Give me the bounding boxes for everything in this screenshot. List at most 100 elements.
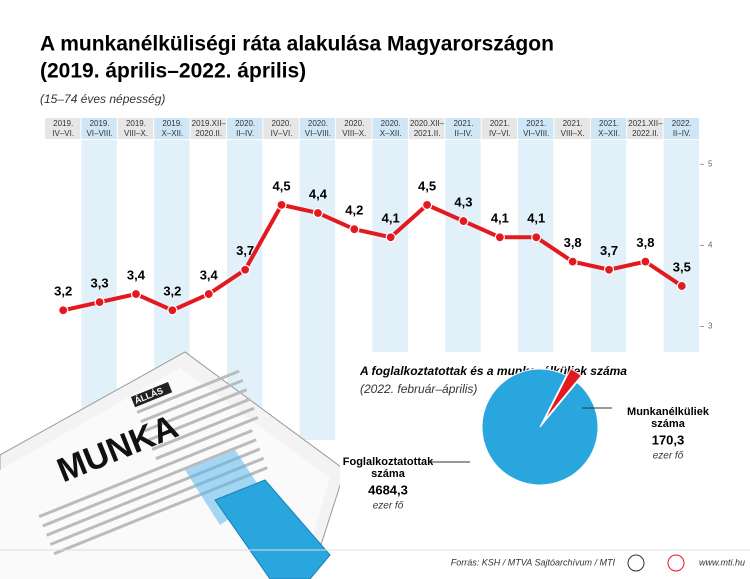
pie-subtitle: (2022. február–április) <box>360 382 477 396</box>
point <box>167 305 178 316</box>
y-tick-label: 4 <box>708 241 713 250</box>
logo <box>667 554 685 572</box>
header-cell <box>372 118 408 139</box>
header-cell <box>445 118 481 139</box>
y-tick-label: 5 <box>708 159 713 168</box>
x-tick-label: VIII–X. <box>342 129 366 138</box>
header-cell <box>481 118 518 139</box>
x-tick-label: 2020.II. <box>195 129 222 138</box>
title-2: (2019. április–2022. április) <box>40 60 306 83</box>
header-cell <box>81 118 117 139</box>
point <box>276 199 287 210</box>
column-band <box>299 140 336 440</box>
x-tick-label: VI–VIII. <box>523 129 549 138</box>
point <box>531 232 542 243</box>
point <box>58 305 69 316</box>
x-tick-label: 2020.XII– <box>410 119 445 128</box>
header-cell <box>408 118 445 139</box>
value-label: 4,2 <box>345 203 363 218</box>
x-tick-label: 2020. <box>344 119 364 128</box>
site: www.mti.hu <box>699 557 745 567</box>
point <box>203 288 214 300</box>
slice-name: Munkanélküliek <box>627 406 710 418</box>
x-tick-label: 2021. <box>563 119 583 128</box>
slice-name: száma <box>651 418 686 430</box>
value-label: 4,4 <box>309 186 328 201</box>
point <box>421 199 433 210</box>
value-label: 3,4 <box>127 267 146 282</box>
x-tick-label: VI–VIII. <box>86 129 112 138</box>
x-tick-label: 2020. <box>381 119 401 128</box>
x-tick-label: 2019.XII– <box>192 119 227 128</box>
line <box>62 202 683 313</box>
slice-value: 170,3 <box>652 432 685 447</box>
point <box>349 224 360 235</box>
header-cell <box>336 118 372 139</box>
point <box>603 264 615 275</box>
header-cell <box>226 118 263 139</box>
x-tick-label: II–IV. <box>673 129 691 138</box>
newspaper: MUNKA ÁLLÁS <box>0 351 346 579</box>
x-tick-label: VIII–X. <box>124 129 148 138</box>
x-tick-label: 2022. <box>672 119 692 128</box>
slice-value: 4684,3 <box>368 482 408 497</box>
x-tick-label: 2019. <box>162 119 182 128</box>
value-label: 3,7 <box>600 243 618 258</box>
point <box>458 215 469 227</box>
slice-name: száma <box>371 468 406 480</box>
x-tick-label: 2021.II. <box>414 129 441 138</box>
point <box>640 256 651 267</box>
value-label: 3,4 <box>200 267 219 282</box>
value-label: 4,3 <box>454 195 472 210</box>
source: Forrás: KSH / MTVA Sajtóarchívum / MTI <box>451 557 616 567</box>
slice-name: Foglalkoztatottak <box>343 456 434 468</box>
x-tick-label: X–XII. <box>598 129 620 138</box>
title: A munkanélküliségi ráta alakulása Magyar… <box>40 33 554 56</box>
x-tick-label: IV–VI. <box>271 129 293 138</box>
value-label: 3,8 <box>636 235 654 250</box>
x-tick-label: II–IV. <box>454 129 472 138</box>
value-label: 3,5 <box>673 259 691 274</box>
x-tick-label: 2022.II. <box>632 129 659 138</box>
pie-slice <box>543 367 583 421</box>
point <box>494 232 505 243</box>
point <box>567 256 578 267</box>
x-tick-label: X–XII. <box>161 129 183 138</box>
slice-unit: ezer fő <box>653 451 684 462</box>
subtitle: (15–74 éves népesség) <box>40 92 165 106</box>
point <box>676 280 687 292</box>
pie-slice <box>481 368 599 486</box>
point <box>312 207 324 219</box>
x-tick-label: 2020. <box>235 119 255 128</box>
x-tick-label: 2019. <box>90 119 110 128</box>
x-tick-label: 2019. <box>126 119 146 128</box>
x-tick-label: 2021.XII– <box>628 119 663 128</box>
value-label: 3,3 <box>91 276 109 291</box>
column-band <box>81 140 117 440</box>
x-tick-label: IV–VI. <box>52 129 74 138</box>
value-label: 4,1 <box>491 211 509 226</box>
value-label: 3,2 <box>54 284 72 299</box>
point <box>240 264 251 275</box>
x-tick-label: 2019. <box>53 119 73 128</box>
x-tick-label: II–IV. <box>236 129 254 138</box>
value-label: 4,1 <box>382 211 400 226</box>
value-label: 3,2 <box>163 284 181 299</box>
header-cell <box>663 118 699 139</box>
x-tick-label: 2020. <box>272 119 292 128</box>
header-cell <box>590 118 627 139</box>
value-label: 4,1 <box>527 211 545 226</box>
x-tick-label: 2021. <box>453 119 473 128</box>
x-tick-label: X–XII. <box>380 129 402 138</box>
x-tick-label: IV–VI. <box>489 129 511 138</box>
header-cell <box>154 118 190 139</box>
header-cell <box>263 118 299 139</box>
header-cell <box>518 118 554 139</box>
header-cell <box>627 118 663 139</box>
point <box>385 232 396 243</box>
slice-unit: ezer fő <box>373 501 404 512</box>
logo <box>627 554 645 572</box>
y-tick-label: 3 <box>708 322 713 331</box>
